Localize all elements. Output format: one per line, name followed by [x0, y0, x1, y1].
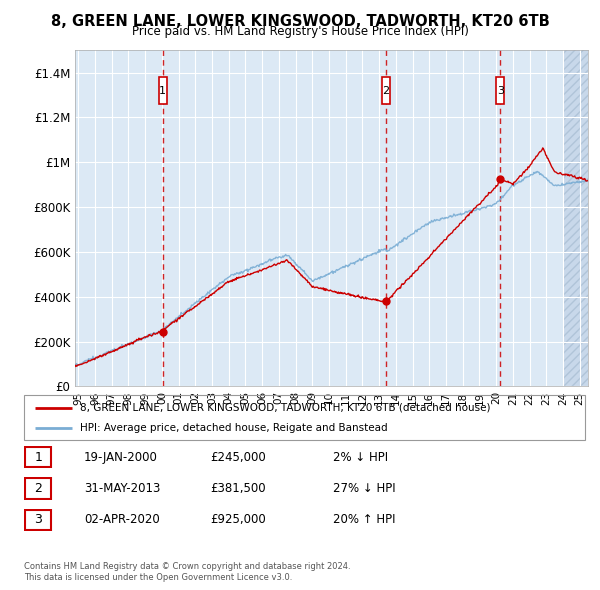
Text: 1: 1	[34, 451, 43, 464]
Text: 3: 3	[34, 513, 43, 526]
Text: £381,500: £381,500	[210, 482, 266, 495]
Text: 3: 3	[497, 86, 504, 96]
Text: 31-MAY-2013: 31-MAY-2013	[84, 482, 160, 495]
Text: Contains HM Land Registry data © Crown copyright and database right 2024.: Contains HM Land Registry data © Crown c…	[24, 562, 350, 571]
Text: 8, GREEN LANE, LOWER KINGSWOOD, TADWORTH, KT20 6TB (detached house): 8, GREEN LANE, LOWER KINGSWOOD, TADWORTH…	[80, 403, 491, 412]
Text: £925,000: £925,000	[210, 513, 266, 526]
Text: Price paid vs. HM Land Registry's House Price Index (HPI): Price paid vs. HM Land Registry's House …	[131, 25, 469, 38]
Text: 27% ↓ HPI: 27% ↓ HPI	[333, 482, 395, 495]
Text: 8, GREEN LANE, LOWER KINGSWOOD, TADWORTH, KT20 6TB: 8, GREEN LANE, LOWER KINGSWOOD, TADWORTH…	[50, 14, 550, 30]
Text: This data is licensed under the Open Government Licence v3.0.: This data is licensed under the Open Gov…	[24, 572, 292, 582]
Text: 20% ↑ HPI: 20% ↑ HPI	[333, 513, 395, 526]
Text: £245,000: £245,000	[210, 451, 266, 464]
Text: 2% ↓ HPI: 2% ↓ HPI	[333, 451, 388, 464]
Text: 2: 2	[382, 86, 389, 96]
Text: 1: 1	[159, 86, 166, 96]
Text: 02-APR-2020: 02-APR-2020	[84, 513, 160, 526]
FancyBboxPatch shape	[158, 77, 167, 104]
Text: HPI: Average price, detached house, Reigate and Banstead: HPI: Average price, detached house, Reig…	[80, 424, 388, 434]
FancyBboxPatch shape	[382, 77, 390, 104]
FancyBboxPatch shape	[496, 77, 505, 104]
Text: 2: 2	[34, 482, 43, 495]
Bar	[563, 50, 588, 386]
Text: 19-JAN-2000: 19-JAN-2000	[84, 451, 158, 464]
